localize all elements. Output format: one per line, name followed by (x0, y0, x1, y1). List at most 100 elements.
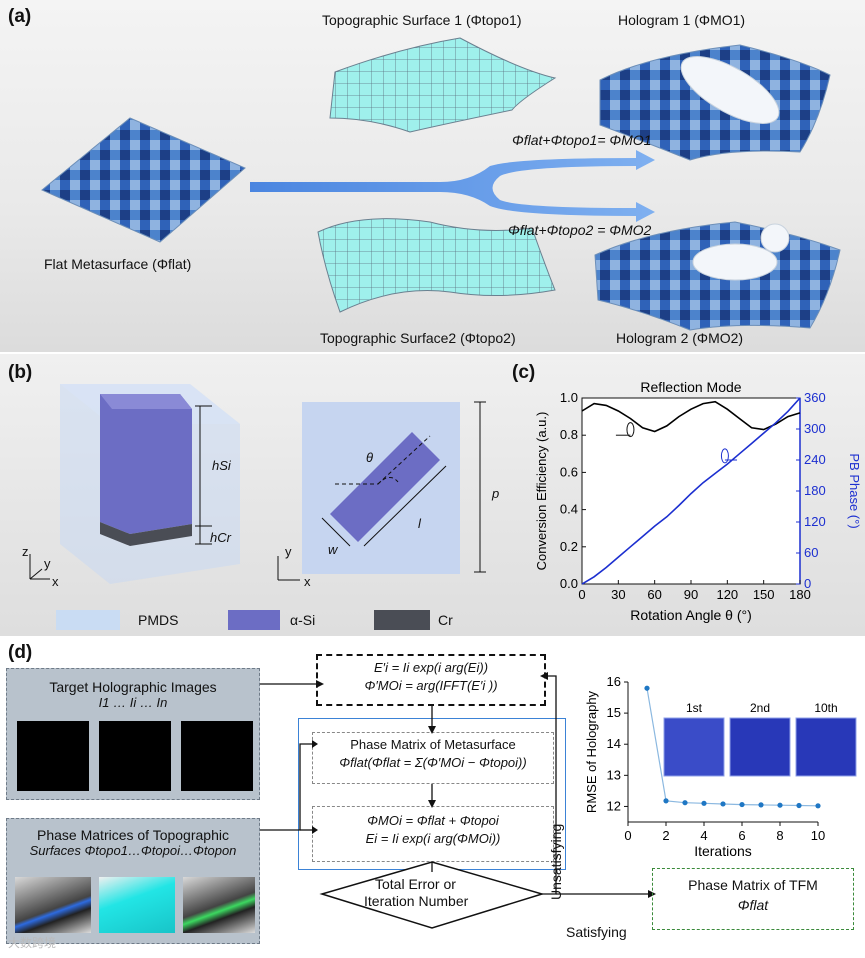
branch-arrow (250, 150, 655, 222)
topo-phase-map-1 (15, 877, 91, 933)
y-tick-right-label: 180 (804, 483, 826, 498)
plot-frame (581, 397, 801, 585)
flat-caption: Flat Metasurface (Φflat) (44, 256, 192, 272)
mo-eq-2: Ei = Ii exp(i arg(ΦMOi)) (365, 831, 501, 846)
inset-label: 1st (686, 701, 703, 715)
y-tick-left-label: 0.4 (560, 502, 578, 517)
series-line-1 (581, 397, 801, 585)
x-axis-label: Iterations (694, 843, 752, 859)
panel-b-label: (b) (8, 362, 33, 383)
theta-label: θ (366, 450, 374, 465)
x-tick-label: 10 (811, 828, 825, 843)
series-line-0 (581, 400, 801, 433)
y-tick-label: 12 (607, 798, 621, 813)
panel-a-graphics (41, 37, 841, 331)
target-image-2 (99, 721, 171, 791)
y-axis-label: RMSE of Holography (584, 690, 599, 813)
eq1: Φflat+Φtopo1= ΦMO1 (512, 132, 652, 148)
legend-cr: Cr (438, 612, 453, 628)
target-image-3 (181, 721, 253, 791)
x-tick-label: 150 (753, 587, 775, 602)
pm-title: Phase Matrix of Metasurface (350, 737, 516, 752)
rmse-point (739, 801, 745, 808)
panel-c-label: (c) (512, 362, 536, 383)
x-tick-label: 0 (578, 587, 585, 602)
topo-phase-map-2 (99, 877, 175, 933)
h-si-label: hSi (212, 458, 231, 473)
y-tick-left-label: 0.0 (560, 576, 578, 591)
fish-figure (680, 56, 780, 124)
x-tick-label: 90 (684, 587, 698, 602)
axis-y-b: y (44, 556, 51, 571)
p-label: p (492, 486, 500, 501)
x-tick-label: 30 (611, 587, 625, 602)
si-pillar (100, 394, 192, 534)
flowchart-connectors (260, 672, 656, 929)
y-tick-left-label: 1.0 (560, 390, 578, 405)
watermark: 大数跨境 (8, 936, 57, 950)
y-tick-right-label: 300 (804, 421, 826, 436)
y-tick-label: 13 (607, 767, 621, 782)
top-view-pillar (330, 432, 440, 542)
w-label: w (328, 542, 338, 557)
target-image-1 (17, 721, 89, 791)
y-axis-right-label: PB Phase (°) (847, 453, 862, 528)
eq2: Φflat+Φtopo2 = ΦMO2 (508, 222, 652, 238)
flat-metasurface (41, 117, 246, 243)
rmse-line (646, 688, 819, 807)
y-tick-left-label: 0.6 (560, 464, 578, 479)
inset-image (729, 717, 791, 777)
y-tick-right-label: 240 (804, 452, 826, 467)
axis-y-top: y (285, 544, 292, 559)
phase-topo-sub: Surfaces Φtopo1…Φtopoi…Φtopon (29, 843, 237, 858)
unsatisfying-label: Unsatisfying (548, 823, 564, 900)
rmse-point (777, 802, 783, 808)
efficiency-marker (626, 422, 635, 438)
topo-surface-1 (329, 37, 557, 133)
topo1-title: Topographic Surface 1 (Φtopo1) (322, 12, 522, 28)
inset-label: 2nd (750, 701, 770, 715)
y-tick-label: 15 (607, 705, 621, 720)
y-axis-left-label: Conversion Efficiency (a.u.) (534, 412, 549, 571)
rmse-point (701, 800, 707, 806)
chart-rmse: 0 2 4 6 8 10 12 13 14 15 16 Iterations RMSE of Holog… (584, 674, 857, 859)
axis-x-top: x (304, 574, 311, 589)
x-tick-label: 6 (738, 828, 745, 843)
chart-title: Reflection Mode (640, 379, 741, 395)
topo-phase-map-3 (183, 877, 255, 933)
satisfying-label: Satisfying (566, 924, 627, 940)
inset-image (663, 717, 725, 777)
axis-z-b: z (22, 544, 29, 559)
y-tick-right-label: 60 (804, 545, 818, 560)
cr-layer (100, 522, 192, 546)
x-tick-label: 60 (647, 587, 661, 602)
chart-reflection-mode: Reflection Mode 0 30 60 90 120 150 180 0.0 0.2 0.4… (534, 379, 862, 623)
target-images-box: Target Holographic Images I1 … Ii … In (6, 668, 260, 800)
topo2-title: Topographic Surface2 (Φtopo2) (320, 330, 516, 346)
y-tick-right-label: 360 (804, 390, 826, 405)
topo-surface-2 (317, 218, 556, 313)
eq-top-2: Φ′MOi = arg(IFFT(E′i )) (364, 678, 498, 693)
legend-asi: α-Si (290, 612, 316, 628)
l-label: l (418, 516, 421, 531)
phase-matrix-box: Phase Matrix of Metasurface Φflat(Φflat … (312, 732, 554, 784)
rmse-point (815, 803, 821, 809)
pm-eq: Φflat(Φflat = Σ(Φ′MOi − Φtopoi)) (339, 755, 527, 770)
hologram2-title: Hologram 2 (ΦMO2) (616, 330, 744, 346)
mo-eq-1: ΦMOi = Φflat + Φtopoi (367, 813, 499, 828)
rmse-point (796, 802, 802, 809)
tfm-sub: Φflat (737, 897, 769, 913)
target-title: Target Holographic Images (49, 679, 217, 695)
target-sub: I1 … Ii … In (98, 695, 168, 710)
y-tick-right-label: 120 (804, 514, 826, 529)
y-tick-right-label: 0 (804, 576, 811, 591)
rmse-point (644, 685, 650, 691)
hologram1-title: Hologram 1 (ΦMO1) (618, 12, 746, 28)
y-tick-left-label: 0.8 (560, 427, 578, 442)
rmse-point (682, 800, 688, 806)
phase-marker (720, 448, 729, 464)
legend-pmds: PMDS (138, 612, 179, 628)
y-tick-label: 16 (607, 674, 621, 689)
inset-image (795, 717, 857, 777)
mo-box: ΦMOi = Φflat + Φtopoi Ei = Ii exp(i arg(… (312, 806, 554, 862)
